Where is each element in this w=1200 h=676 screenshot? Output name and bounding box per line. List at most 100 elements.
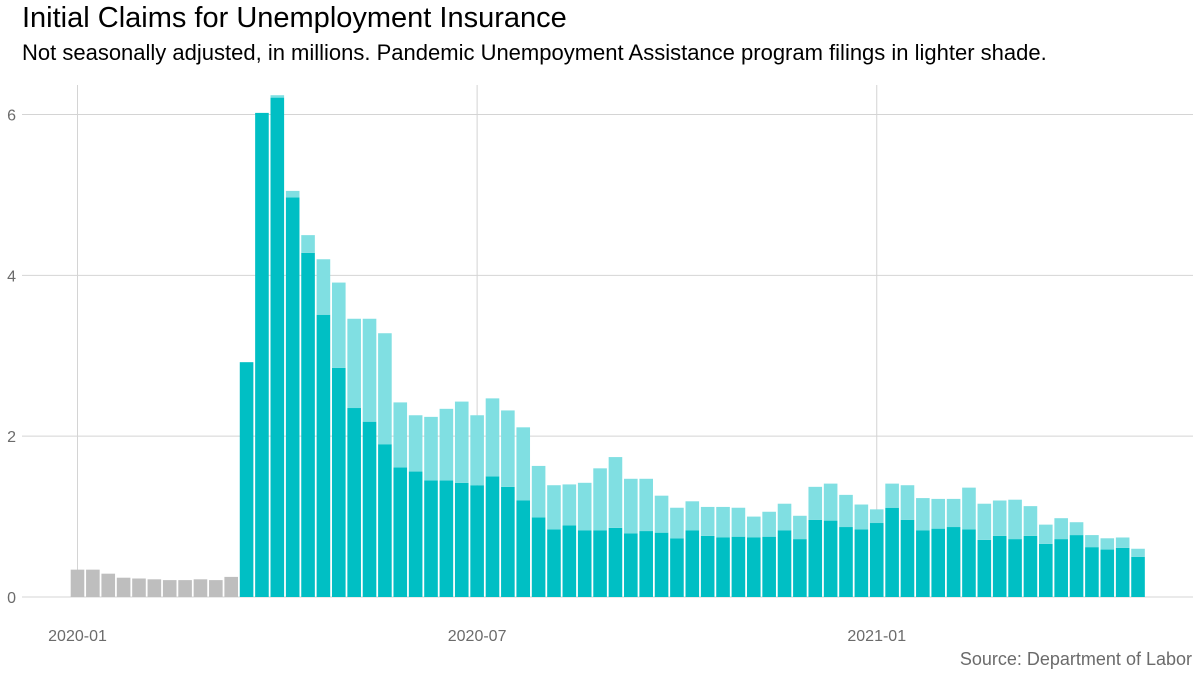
bar-regular-claims: [70, 569, 85, 597]
bar-regular-claims: [1100, 549, 1115, 597]
bar-pua-claims: [485, 398, 500, 477]
bar-regular-claims: [393, 467, 408, 597]
bar-regular-claims: [685, 530, 700, 597]
bar-pua-claims: [547, 485, 561, 530]
bar-pua-claims: [316, 259, 331, 315]
bar-regular-claims: [224, 576, 238, 597]
bar-regular-claims: [547, 529, 561, 597]
bar-pua-claims: [1023, 506, 1038, 536]
bar-regular-claims: [101, 573, 116, 597]
bar-regular-claims: [1115, 547, 1130, 597]
bars: [70, 95, 1145, 598]
bar-pua-claims: [378, 333, 392, 445]
bar-pua-claims: [439, 408, 454, 481]
bar-regular-claims: [531, 517, 546, 597]
bar-regular-claims: [424, 480, 438, 597]
bar-regular-claims: [793, 539, 807, 597]
bar-regular-claims: [670, 538, 684, 597]
bar-regular-claims: [86, 569, 100, 597]
y-tick-label: 6: [7, 108, 16, 125]
bar-pua-claims: [577, 482, 592, 531]
bar-pua-claims: [393, 402, 408, 468]
bar-regular-claims: [716, 537, 730, 597]
bar-pua-claims: [639, 478, 653, 532]
bar-regular-claims: [408, 471, 423, 597]
bar-regular-claims: [823, 520, 838, 597]
bar-pua-claims: [946, 498, 961, 528]
bar-regular-claims: [808, 519, 823, 597]
bar-pua-claims: [685, 501, 700, 531]
bar-pua-claims: [501, 410, 515, 487]
bar-regular-claims: [639, 531, 653, 597]
bar-regular-claims: [454, 482, 469, 597]
bar-pua-claims: [331, 282, 346, 368]
bar-regular-claims: [1131, 556, 1145, 597]
bar-regular-claims: [731, 536, 746, 597]
bar-pua-claims: [900, 485, 915, 520]
bar-regular-claims: [1023, 535, 1038, 597]
bar-regular-claims: [193, 579, 208, 597]
bar-regular-claims: [562, 525, 577, 597]
bar-pua-claims: [793, 515, 807, 540]
bar-regular-claims: [962, 529, 976, 597]
bar-pua-claims: [1069, 522, 1084, 536]
bar-pua-claims: [516, 427, 531, 501]
x-tick-label: 2021-01: [847, 628, 906, 645]
bar-pua-claims: [301, 235, 315, 253]
y-tick-label: 2: [7, 429, 16, 446]
bar-regular-claims: [654, 532, 669, 597]
bar-pua-claims: [777, 503, 792, 531]
bar-pua-claims: [654, 495, 669, 533]
bar-regular-claims: [439, 480, 454, 597]
bar-pua-claims: [408, 415, 423, 472]
bar-pua-claims: [624, 478, 638, 534]
bar-regular-claims: [762, 536, 776, 597]
bar-pua-claims: [1131, 548, 1145, 557]
bar-pua-claims: [977, 503, 992, 540]
bar-pua-claims: [1054, 518, 1068, 540]
y-tick-label: 4: [7, 268, 16, 285]
bar-regular-claims: [900, 519, 915, 597]
bar-regular-claims: [977, 539, 992, 597]
bar-pua-claims: [916, 498, 930, 531]
bar-pua-claims: [731, 507, 746, 537]
bar-regular-claims: [270, 97, 285, 598]
bar-regular-claims: [178, 580, 192, 597]
bar-pua-claims: [808, 486, 823, 520]
bar-regular-claims: [1008, 539, 1022, 597]
bar-regular-claims: [992, 535, 1007, 597]
bar-pua-claims: [562, 484, 577, 526]
bar-pua-claims: [362, 318, 377, 422]
x-tick-label: 2020-07: [448, 628, 507, 645]
bar-pua-claims: [854, 504, 869, 530]
bar-pua-claims: [593, 468, 607, 531]
bar-regular-claims: [209, 580, 223, 597]
bar-pua-claims: [1085, 535, 1099, 548]
bar-regular-claims: [239, 362, 254, 597]
bar-pua-claims: [992, 500, 1007, 536]
chart-title: Initial Claims for Unemployment Insuranc…: [22, 2, 567, 34]
bar-pua-claims: [424, 416, 438, 481]
bar-regular-claims: [378, 444, 392, 597]
bar-regular-claims: [916, 530, 930, 597]
bar-regular-claims: [316, 314, 331, 597]
bar-regular-claims: [255, 112, 269, 598]
bar-pua-claims: [347, 318, 361, 409]
bar-pua-claims: [470, 415, 484, 486]
bar-pua-claims: [885, 483, 899, 508]
bar-pua-claims: [270, 95, 285, 98]
bar-regular-claims: [577, 530, 592, 597]
bar-pua-claims: [531, 465, 546, 518]
bar-regular-claims: [885, 507, 899, 597]
y-tick-label: 0: [7, 590, 16, 607]
bar-regular-claims: [362, 421, 377, 597]
bar-regular-claims: [331, 367, 346, 597]
bar-regular-claims: [285, 197, 300, 597]
bar-regular-claims: [147, 579, 162, 597]
bar-pua-claims: [762, 511, 776, 537]
bar-regular-claims: [347, 408, 361, 597]
bar-pua-claims: [1100, 538, 1115, 550]
source-note: Source: Department of Labor: [959, 649, 1192, 669]
bar-pua-claims: [823, 483, 838, 521]
bar-pua-claims: [454, 401, 469, 483]
